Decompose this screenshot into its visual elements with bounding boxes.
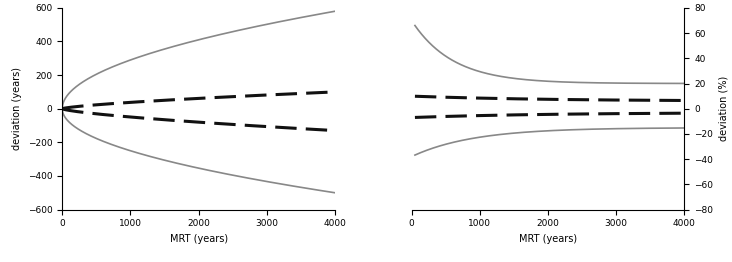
Y-axis label: deviation (years): deviation (years) [12,67,22,150]
X-axis label: MRT (years): MRT (years) [170,234,228,244]
Y-axis label: deviation (%): deviation (%) [719,76,728,141]
X-axis label: MRT (years): MRT (years) [519,234,577,244]
